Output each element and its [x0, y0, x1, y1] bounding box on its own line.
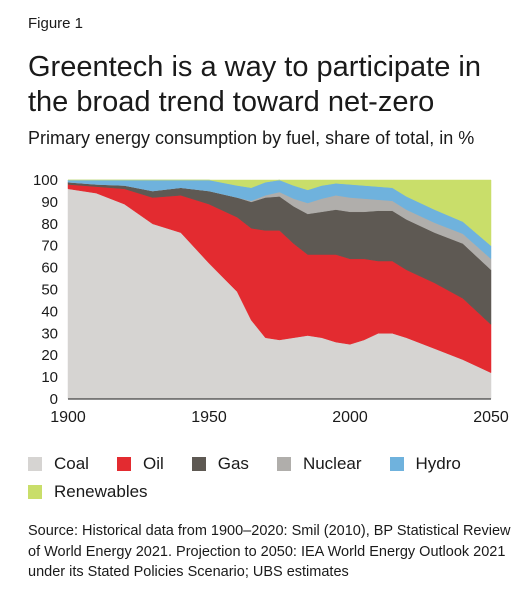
- y-tick-label: 40: [41, 303, 58, 320]
- legend-label: Oil: [142, 454, 164, 473]
- source-note: Source: Historical data from 1900–2020: …: [28, 523, 511, 580]
- legend-item-coal: Coal: [28, 454, 89, 474]
- legend-item-oil: Oil: [116, 454, 164, 474]
- chart-legend: Coal Oil Gas Nuclear Hydro Renewables: [28, 450, 518, 506]
- legend-item-renewables: Renewables: [28, 482, 148, 502]
- y-tick-label: 50: [41, 282, 58, 299]
- legend-row: Renewables: [28, 478, 518, 506]
- legend-item-nuclear: Nuclear: [276, 454, 362, 474]
- y-tick-label: 10: [41, 369, 58, 386]
- legend-item-gas: Gas: [191, 454, 249, 474]
- legend-swatch: [116, 457, 131, 471]
- legend-swatch: [28, 485, 42, 499]
- legend-label: Nuclear: [302, 454, 362, 473]
- plot-area: [67, 179, 492, 400]
- y-tick-label: 90: [41, 194, 58, 211]
- chart-title: Greentech is a way to participate in the…: [28, 51, 481, 118]
- y-tick-label: 60: [41, 260, 58, 277]
- figure-label: Figure 1: [28, 15, 84, 32]
- y-tick-label: 100: [33, 172, 58, 189]
- y-tick-label: 0: [50, 391, 58, 408]
- legend-swatch: [28, 457, 42, 471]
- legend-item-hydro: Hydro: [389, 454, 461, 474]
- area-renewables: [68, 179, 492, 247]
- legend-row: Coal Oil Gas Nuclear Hydro: [28, 450, 518, 478]
- x-tick-label: 2000: [332, 409, 368, 425]
- x-tick-label: 2050: [473, 409, 509, 425]
- y-tick-label: 70: [41, 238, 58, 255]
- y-tick-label: 80: [41, 216, 58, 233]
- legend-label: Renewables: [54, 482, 148, 501]
- legend-label: Coal: [54, 454, 89, 473]
- legend-label: Hydro: [415, 454, 461, 473]
- legend-label: Gas: [217, 454, 249, 473]
- chart-subtitle: Primary energy consumption by fuel, shar…: [28, 128, 475, 148]
- legend-swatch: [276, 457, 291, 471]
- x-tick-label: 1950: [191, 409, 227, 425]
- legend-swatch: [389, 457, 404, 471]
- y-tick-label: 20: [41, 347, 58, 364]
- y-tick-label: 30: [41, 325, 58, 342]
- legend-swatch: [191, 457, 206, 471]
- stacked-area-chart: 0 10 20 30 40 50 60 70 80 90 100 1900 1950 2000 2050: [33, 172, 509, 425]
- x-tick-label: 1900: [50, 409, 86, 425]
